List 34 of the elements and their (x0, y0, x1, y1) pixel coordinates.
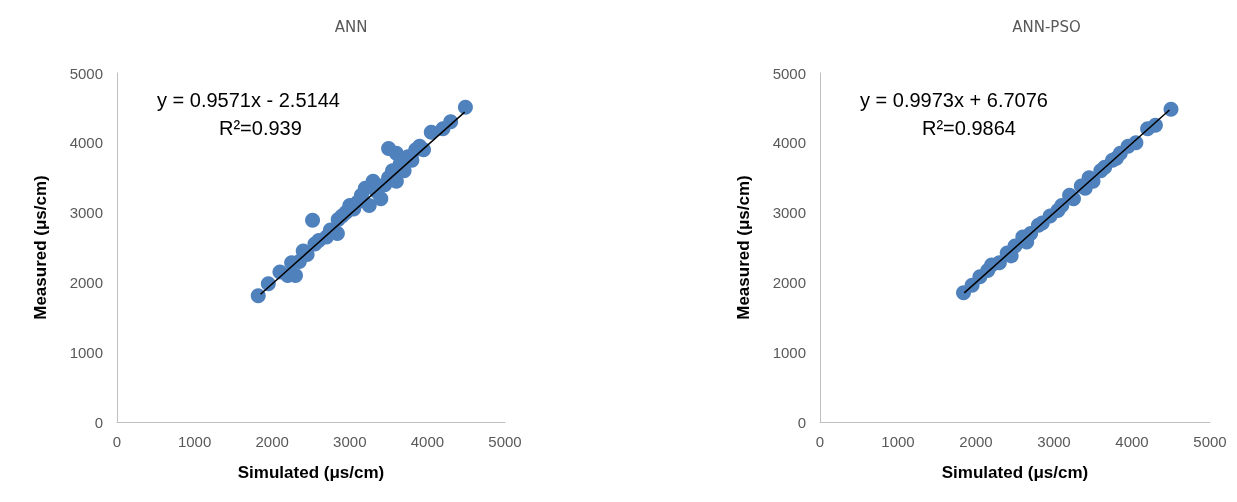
annotation: R²=0.939 (219, 117, 302, 139)
y-axis-title: Measured (μs/cm) (734, 175, 753, 320)
x-axis-title: Simulated (μs/cm) (237, 463, 385, 482)
x-tick-label: 4000 (1115, 433, 1149, 450)
x-tick-label: 1000 (881, 433, 915, 450)
annotation: y = 0.9571x - 2.5144 (157, 89, 340, 111)
y-tick-label: 1000 (772, 343, 806, 361)
y-tick-label: 2000 (69, 273, 103, 291)
x-tick-label: 0 (112, 433, 122, 450)
y-tick-label: 0 (94, 413, 103, 431)
y-tick-label: 5000 (772, 64, 806, 82)
chart-title: ANN (334, 17, 368, 36)
y-tick-label: 4000 (772, 134, 806, 152)
x-axis-title: Simulated (μs/cm) (941, 463, 1089, 482)
x-tick-label: 0 (815, 433, 825, 450)
chart-title: ANN-PSO (1012, 17, 1081, 36)
x-tick-label: 5000 (1193, 433, 1227, 450)
y-tick-label: 3000 (69, 204, 103, 222)
x-tick-label: 1000 (177, 433, 212, 450)
y-tick-label: 5000 (69, 64, 103, 82)
y-tick-label: 4000 (69, 134, 103, 152)
x-tick-label: 3000 (333, 433, 367, 450)
y-tick-label: 3000 (772, 204, 806, 222)
annotation: R²=0.9864 (922, 117, 1016, 139)
y-tick-label: 2000 (772, 273, 806, 291)
x-tick-label: 3000 (1037, 433, 1071, 450)
x-tick-label: 5000 (488, 433, 522, 450)
x-tick-label: 2000 (959, 433, 993, 450)
y-axis-title: Measured (μs/cm) (31, 175, 50, 320)
x-tick-label: 4000 (410, 433, 445, 450)
x-tick-label: 2000 (255, 433, 289, 450)
y-tick-label: 1000 (69, 343, 103, 361)
y-tick-label: 0 (797, 413, 806, 431)
annotation: y = 0.9973x + 6.7076 (860, 89, 1048, 111)
